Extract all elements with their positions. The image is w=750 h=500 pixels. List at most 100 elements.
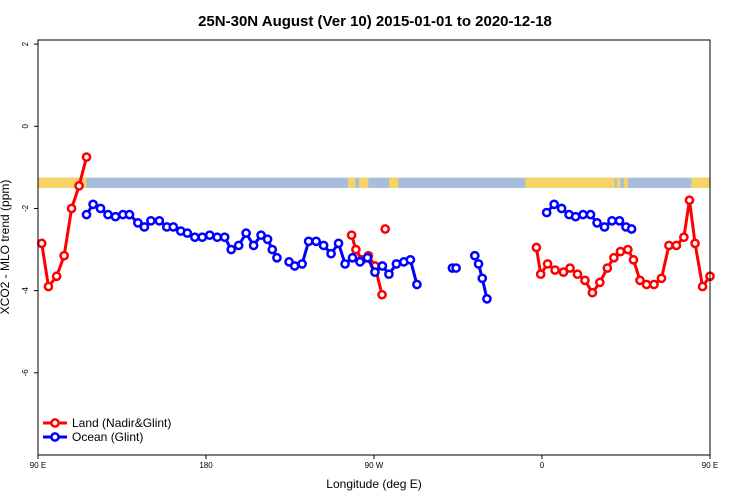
data-point: [95, 203, 106, 214]
legend-label: Land (Nadir&Glint): [72, 416, 171, 430]
data-point: [346, 230, 357, 241]
data-point: [405, 254, 416, 265]
data-point: [549, 199, 559, 210]
data-point: [377, 261, 388, 271]
data-point: [51, 271, 62, 282]
data-point: [154, 215, 165, 226]
data-point: [697, 281, 708, 292]
data-point: [565, 263, 575, 273]
data-point: [380, 224, 391, 234]
y-axis-label: XCO2 - MLO trend (ppm): [0, 180, 12, 315]
data-point: [168, 222, 179, 232]
data-point: [74, 181, 84, 191]
data-point: [318, 240, 329, 251]
data-point: [333, 238, 344, 249]
data-point: [473, 259, 484, 269]
data-point: [690, 238, 700, 249]
legend-marker: [50, 432, 60, 442]
x-tick-label: 90 E: [702, 461, 718, 470]
series: [36, 152, 715, 304]
y-tick-label: 0: [21, 124, 30, 129]
data-point: [262, 234, 273, 245]
data-point: [623, 244, 633, 255]
data-point: [326, 248, 336, 259]
series-line: [534, 198, 712, 295]
data-point: [289, 261, 300, 271]
data-point: [664, 240, 674, 251]
series-ocean: [81, 199, 637, 304]
land-ocean-band: [38, 177, 710, 188]
data-point: [81, 209, 92, 220]
data-point: [578, 209, 588, 220]
data-point: [133, 217, 143, 228]
plot-frame: [37, 39, 711, 456]
data-point: [303, 236, 314, 247]
y-tick-label: -6: [21, 369, 30, 377]
data-point: [580, 275, 590, 286]
data-point: [641, 279, 652, 290]
band-land-segment: [38, 177, 87, 188]
band-land-segment: [624, 177, 628, 188]
legend-marker: [50, 418, 60, 428]
data-point: [124, 209, 135, 220]
data-point: [626, 224, 637, 234]
x-tick-label: 90 E: [30, 461, 46, 470]
data-point: [267, 244, 278, 255]
data-point: [412, 279, 422, 290]
y-tick-label: 2: [21, 41, 30, 46]
data-point: [110, 211, 121, 222]
band-land-segment: [388, 177, 399, 188]
data-point: [297, 259, 307, 269]
data-point: [226, 244, 237, 255]
data-point: [204, 230, 215, 241]
data-point: [679, 232, 689, 243]
data-point: [241, 228, 251, 238]
data-point: [592, 217, 602, 228]
data-point: [311, 236, 321, 247]
chart-title: 25N-30N August (Ver 10) 2015-01-01 to 20…: [198, 13, 552, 30]
data-point: [609, 252, 619, 263]
data-point: [587, 287, 598, 298]
data-point: [391, 259, 402, 269]
data-point: [370, 267, 380, 278]
data-point: [88, 199, 98, 210]
data-point: [212, 232, 223, 243]
data-point: [649, 279, 659, 290]
data-point: [558, 267, 569, 278]
band-land-segment: [616, 177, 621, 188]
data-point: [347, 252, 358, 263]
data-point: [377, 289, 387, 300]
data-point: [219, 232, 230, 243]
data-point: [550, 265, 560, 275]
y-ticks: 2 0 -2 -4 -6: [21, 41, 38, 376]
data-point: [556, 203, 567, 214]
data-point: [595, 277, 605, 288]
legend-label: Ocean (Glint): [72, 430, 143, 444]
data-point: [451, 263, 461, 273]
data-point: [482, 294, 492, 304]
data-point: [572, 269, 583, 280]
data-point: [635, 275, 645, 286]
data-point: [362, 252, 373, 263]
data-point: [585, 209, 596, 220]
data-point: [542, 259, 553, 269]
data-point: [607, 215, 617, 226]
data-point: [469, 250, 480, 261]
band-land-segment: [525, 177, 615, 188]
data-point: [599, 222, 610, 232]
data-point: [602, 263, 613, 273]
data-point: [146, 215, 156, 226]
data-point: [256, 230, 266, 241]
band-land-segment: [359, 177, 369, 188]
x-tick-label: 180: [199, 461, 213, 470]
data-point: [570, 211, 581, 222]
data-point: [477, 273, 488, 284]
series-line: [40, 156, 88, 289]
data-point: [182, 228, 193, 238]
data-point: [628, 254, 639, 265]
band-land-segment: [347, 177, 356, 188]
data-point: [36, 238, 47, 249]
data-point: [355, 257, 365, 267]
x-tick-label: 0: [540, 461, 545, 470]
